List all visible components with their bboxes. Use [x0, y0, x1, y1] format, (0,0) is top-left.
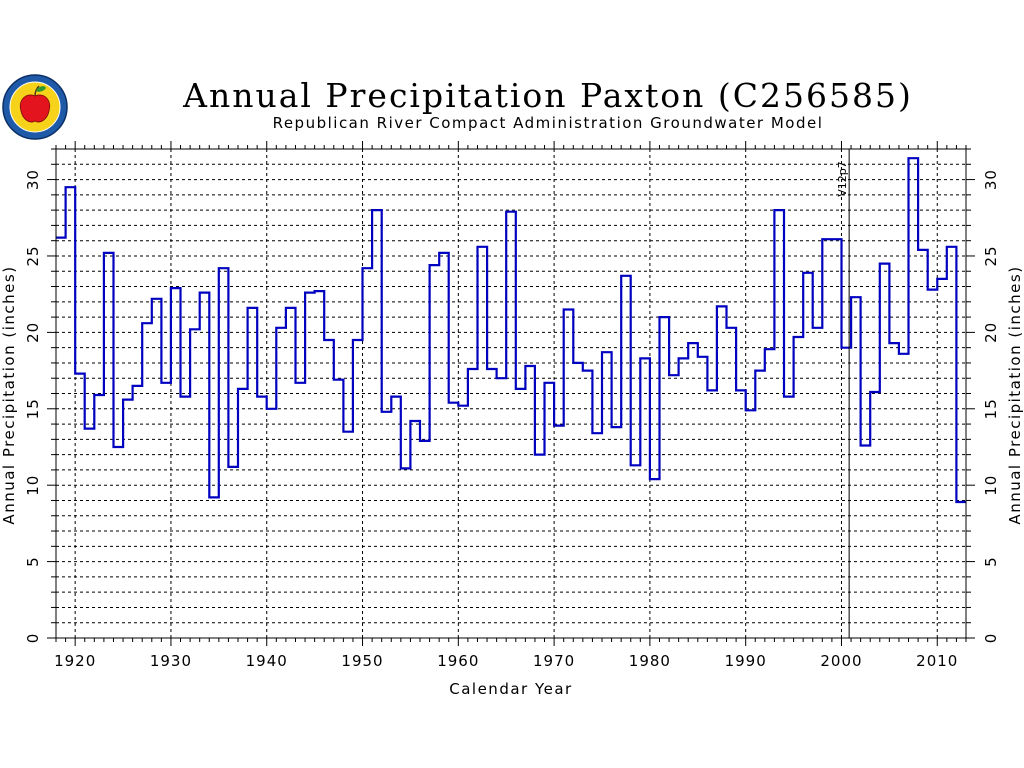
- y-axis-label-left: Annual Precipitation (inches): [0, 265, 18, 524]
- y-tick-label-right: 5: [982, 556, 1000, 567]
- y-tick-label-right: 20: [982, 322, 1000, 343]
- y-tick-label-right: 10: [982, 475, 1000, 496]
- logo-seal: [2, 74, 68, 140]
- axis-ticks: 1920 1930 1940 1950 1960 1970 1980 1990 2000 2010…: [24, 141, 1000, 670]
- y-tick-label-right: 25: [982, 245, 1000, 266]
- plot-frame: [55, 148, 967, 639]
- grid-lines: [56, 149, 966, 638]
- y-tick-label: 25: [24, 245, 42, 266]
- y-tick-label-right: 30: [982, 169, 1000, 190]
- y-tick-label-right: 15: [982, 398, 1000, 419]
- x-tick-label: 1980: [629, 652, 671, 670]
- x-tick-label: 1970: [533, 652, 575, 670]
- y-tick-label: 20: [24, 322, 42, 343]
- x-tick-label: 2000: [820, 652, 862, 670]
- chart-title: Annual Precipitation Paxton (C256585): [182, 76, 913, 115]
- x-tick-label: 1950: [341, 652, 383, 670]
- x-axis-label: Calendar Year: [449, 680, 572, 698]
- y-tick-label: 15: [24, 398, 42, 419]
- y-axis-label-right: Annual Precipitation (inches): [1006, 265, 1024, 524]
- x-tick-label: 1930: [150, 652, 192, 670]
- y-tick-label: 10: [24, 475, 42, 496]
- y-tick-label-right: 0: [982, 633, 1000, 644]
- chart-subtitle: Republican River Compact Administration …: [273, 114, 824, 132]
- y-tick-label: 30: [24, 169, 42, 190]
- y-tick-label: 0: [24, 633, 42, 644]
- x-tick-label: 1940: [246, 652, 288, 670]
- y-tick-label: 5: [24, 556, 42, 567]
- precipitation-step-line: [56, 157, 966, 504]
- x-tick-label: 2010: [916, 652, 958, 670]
- x-tick-label: 1920: [54, 652, 96, 670]
- x-tick-label: 1990: [725, 652, 767, 670]
- x-tick-label: 1960: [437, 652, 479, 670]
- series-layer: [56, 157, 966, 504]
- annotation-label: V12p7: [836, 161, 849, 197]
